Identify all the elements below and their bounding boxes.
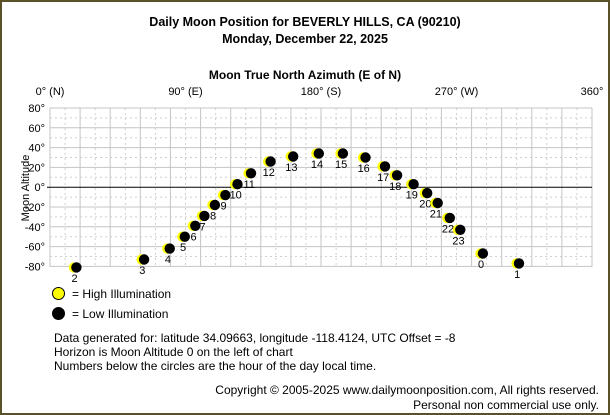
- x-axis-title: Moon True North Azimuth (E of N): [208, 68, 402, 82]
- hour-label: 14: [311, 159, 323, 171]
- legend-high-label: = High Illumination: [72, 286, 172, 301]
- hour-label: 4: [165, 254, 171, 266]
- hour-label: 21: [430, 209, 442, 221]
- hour-label: 23: [452, 235, 464, 247]
- low-illumination-swatch: [52, 307, 65, 320]
- hour-label: 0: [478, 259, 484, 271]
- moon-marker: [379, 161, 391, 172]
- hour-label: 16: [358, 163, 370, 175]
- chart-title: Daily Moon Position for BEVERLY HILLS, C…: [149, 15, 461, 29]
- x-tick-label: 270° (W): [435, 86, 479, 98]
- footer-notes: Data generated for: latitude 34.09663, l…: [54, 331, 455, 373]
- moon-marker: [179, 231, 190, 242]
- moon-marker: [360, 152, 371, 163]
- legend-low-label: = Low Illumination: [72, 306, 169, 321]
- moon-marker: [71, 262, 82, 273]
- hour-label: 8: [210, 211, 216, 223]
- hour-label: 17: [377, 172, 389, 184]
- moon-marker: [455, 224, 466, 235]
- moon-marker: [164, 243, 175, 254]
- moon-marker: [432, 197, 443, 209]
- hour-label: 7: [200, 221, 206, 233]
- moon-marker: [190, 220, 201, 231]
- hour-label: 2: [72, 273, 78, 285]
- moon-marker: [288, 151, 299, 162]
- legend-row-low: = Low Illumination: [52, 306, 171, 321]
- hour-label: 12: [263, 167, 275, 179]
- y-tick-label: -40°: [25, 222, 45, 234]
- moon-marker: [408, 179, 419, 190]
- footer-note-horizon: Horizon is Moon Altitude 0 on the left o…: [54, 345, 293, 359]
- usage-line: Personal non commercial use only.: [413, 398, 599, 412]
- moon-marker: [232, 179, 243, 190]
- hour-label: 22: [442, 223, 454, 235]
- moon-marker: [337, 148, 349, 159]
- chart-date: Monday, December 22, 2025: [222, 32, 388, 46]
- moon-marker: [444, 212, 455, 224]
- hour-label: 3: [139, 265, 145, 277]
- x-tick-label: 360°: [581, 86, 604, 98]
- hour-label: 10: [230, 190, 242, 202]
- moon-marker: [138, 254, 150, 265]
- x-tick-label: 0° (N): [36, 86, 65, 98]
- moon-marker: [422, 187, 433, 199]
- high-illumination-swatch: [52, 287, 65, 300]
- moon-marker: [477, 248, 489, 259]
- x-tick-label: 180° (S): [301, 86, 341, 98]
- moon-marker: [313, 148, 324, 159]
- moon-marker: [513, 258, 525, 269]
- hour-label: 9: [221, 201, 227, 213]
- moon-marker: [245, 168, 257, 179]
- x-tick-label: 90° (E): [168, 86, 202, 98]
- legend: = High Illumination = Low Illumination: [52, 287, 171, 327]
- y-tick-label: 20°: [28, 162, 45, 174]
- footer-note-hours: Numbers below the circles are the hour o…: [54, 359, 377, 373]
- hour-label: 20: [419, 199, 431, 211]
- moon-marker: [391, 170, 403, 181]
- hour-label: 13: [285, 162, 297, 174]
- moon-marker: [199, 210, 210, 222]
- y-tick-label: -20°: [25, 202, 45, 214]
- plot-area: 0° (N) 90° (E) 180° (S) 270° (W) 360°80°60°4…: [20, 86, 604, 285]
- y-tick-label: -80°: [25, 261, 45, 273]
- y-tick-label: 80°: [28, 103, 45, 115]
- hour-label: 18: [389, 181, 401, 193]
- moon-marker: [265, 156, 276, 167]
- copyright: Copyright © 2005-2025 www.dailymoonposit…: [215, 383, 599, 413]
- hour-label: 6: [190, 231, 196, 243]
- hour-label: 1: [514, 269, 520, 281]
- hour-label: 15: [335, 159, 347, 171]
- hour-label: 11: [243, 179, 254, 191]
- copyright-line: Copyright © 2005-2025 www.dailymoonposit…: [215, 383, 599, 397]
- y-tick-label: 60°: [28, 123, 45, 135]
- moon-marker: [220, 189, 231, 201]
- hour-label: 5: [180, 242, 186, 254]
- y-axis-title: Moon Altitude: [20, 155, 32, 222]
- y-tick-label: -60°: [25, 242, 45, 254]
- y-tick-label: 0°: [34, 182, 45, 194]
- footer-note-location: Data generated for: latitude 34.09663, l…: [54, 331, 456, 345]
- hour-label: 19: [406, 190, 418, 202]
- y-tick-label: 40°: [28, 143, 45, 155]
- legend-row-high: = High Illumination: [52, 286, 172, 301]
- moon-marker: [209, 199, 221, 211]
